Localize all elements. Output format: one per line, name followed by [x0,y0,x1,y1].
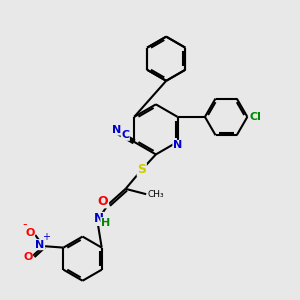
Text: O: O [23,252,32,262]
Text: O: O [98,195,109,208]
Text: CH₃: CH₃ [148,190,164,199]
Text: O: O [25,229,34,238]
Text: N: N [35,240,44,250]
Text: Cl: Cl [250,112,262,122]
Text: -: - [22,218,27,231]
Text: N: N [112,125,122,135]
Text: H: H [101,218,110,228]
Text: +: + [42,232,50,242]
Text: C: C [121,130,129,140]
Text: N: N [94,212,104,225]
Text: S: S [137,163,146,176]
Text: N: N [173,140,182,150]
